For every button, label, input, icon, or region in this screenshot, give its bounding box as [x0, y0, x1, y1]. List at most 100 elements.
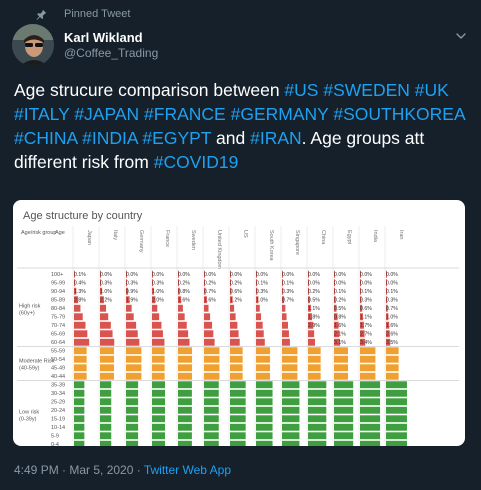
data-bar [360, 440, 381, 446]
user-display-name[interactable]: Karl Wikland [64, 30, 143, 45]
avatar[interactable] [12, 24, 54, 66]
data-bar [308, 381, 327, 389]
data-bar [126, 313, 134, 321]
data-bar [74, 270, 75, 278]
data-bar [308, 330, 315, 338]
data-bar [334, 406, 354, 414]
data-bar [308, 398, 327, 406]
data-bar [334, 304, 337, 312]
hashtag-link[interactable]: #FRANCE [144, 104, 226, 124]
hashtag-link[interactable]: #US [284, 80, 319, 100]
data-bar [230, 355, 243, 363]
data-bar [152, 406, 166, 414]
hashtag-link[interactable]: #EGYPT [142, 128, 212, 148]
data-label: 2.8% [74, 298, 86, 304]
data-label: 3.4% [360, 340, 372, 346]
data-bar [386, 406, 407, 414]
col-header-group: Age/risk group [21, 230, 56, 236]
country-header: Italy [112, 230, 118, 240]
hashtag-link[interactable]: #IRAN [250, 128, 302, 148]
data-bar [308, 372, 321, 380]
data-bar [126, 304, 132, 312]
data-label: 0.0% [100, 272, 112, 278]
pinned-label: Pinned Tweet [64, 8, 131, 20]
hashtag-link[interactable]: #UK [414, 80, 449, 100]
data-bar [386, 270, 387, 278]
hashtag-link[interactable]: #CHINA [14, 128, 78, 148]
age-band-label: 20-24 [51, 408, 65, 414]
hashtag-link[interactable]: #GERMANY [230, 104, 329, 124]
data-bar [256, 304, 260, 312]
age-band-label: 80-84 [51, 306, 65, 312]
data-bar [74, 347, 87, 355]
data-bar [360, 389, 381, 397]
data-label: 0.8% [334, 315, 346, 321]
data-bar [74, 432, 85, 440]
data-bar [334, 287, 335, 295]
data-bar [74, 355, 87, 363]
data-bar [256, 364, 271, 372]
data-bar [282, 440, 300, 446]
data-bar [256, 432, 273, 440]
data-bar [126, 398, 139, 406]
data-label: 1.1% [360, 315, 372, 321]
data-bar [334, 423, 354, 431]
data-bar [308, 440, 327, 446]
user-handle[interactable]: @Coffee_Trading [64, 46, 159, 60]
age-band-label: 50-54 [51, 357, 65, 363]
country-header: United Kingdom [216, 230, 222, 270]
hashtag-link[interactable]: #JAPAN [74, 104, 140, 124]
data-bar [360, 330, 365, 338]
hashtag-link[interactable]: #INDIA [82, 128, 138, 148]
data-bar [152, 423, 166, 431]
data-bar [230, 313, 236, 321]
data-label: 0.3% [100, 281, 112, 287]
data-label: 1.6% [334, 323, 346, 329]
data-bar [126, 389, 139, 397]
country-header: Iran [398, 230, 404, 239]
data-bar [230, 432, 246, 440]
data-label: 1.2% [230, 298, 242, 304]
country-header: Sweden [190, 230, 196, 250]
data-bar [178, 372, 193, 380]
data-bar [282, 423, 300, 431]
data-bar [282, 406, 300, 414]
data-bar [230, 321, 238, 329]
age-band-label: 35-39 [51, 383, 65, 389]
data-bar [360, 398, 381, 406]
country-header: Singapore [294, 230, 300, 255]
data-label: 0.3% [256, 289, 268, 295]
data-bar [334, 330, 340, 338]
age-band-label: 30-34 [51, 391, 65, 397]
data-bar [74, 440, 85, 446]
data-bar [308, 355, 321, 363]
data-bar [152, 415, 166, 423]
tweet-image-card[interactable]: Age structure by country Age/risk group Ag… [13, 200, 465, 446]
country-header: Germany [138, 230, 144, 253]
data-bar [360, 296, 362, 304]
data-bar [152, 270, 153, 278]
chevron-down-icon[interactable] [455, 30, 467, 42]
data-bar [282, 432, 300, 440]
country-header: South Korea [268, 230, 274, 262]
data-bar [126, 415, 139, 423]
data-bar [386, 355, 399, 363]
hashtag-link[interactable]: #SOUTHKOREA [333, 104, 465, 124]
hashtag-link[interactable]: #SWEDEN [323, 80, 410, 100]
country-header: US [242, 230, 248, 238]
data-label: 0.0% [334, 281, 346, 287]
pin-icon [36, 9, 47, 20]
data-label: 0.1% [334, 289, 346, 295]
tweet-source-link[interactable]: Twitter Web App [143, 463, 231, 477]
data-bar [360, 321, 364, 329]
data-bar [204, 381, 219, 389]
data-bar [334, 338, 341, 346]
hashtag-link[interactable]: #ITALY [14, 104, 70, 124]
data-bar [178, 381, 192, 389]
tweet-timestamp[interactable]: 4:49 PM · Mar 5, 2020 · [14, 463, 144, 477]
data-bar [100, 321, 111, 329]
data-bar [256, 406, 273, 414]
data-bar [230, 279, 231, 287]
hashtag-link[interactable]: #COVID19 [153, 152, 239, 172]
data-label: 0.0% [360, 281, 372, 287]
